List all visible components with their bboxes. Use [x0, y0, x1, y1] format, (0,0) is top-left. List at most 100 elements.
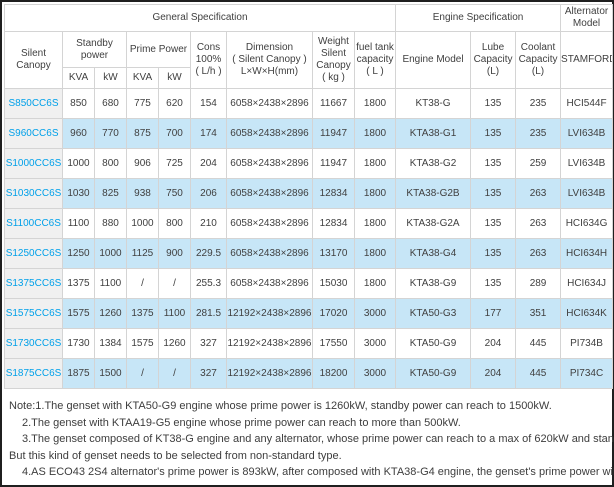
header-line: power: [80, 49, 109, 61]
fuel-cell: 1800: [353, 148, 397, 179]
header-line: capacity: [356, 54, 394, 65]
standby-kw-cell: 770: [94, 118, 127, 149]
standby-kva-cell: 1575: [62, 298, 95, 329]
header-line: 100%: [195, 54, 222, 65]
note-line-1: Note:1.The genset with KTA50-G9 engine w…: [9, 400, 552, 412]
section-alternator-model: Alternator Model: [560, 4, 614, 32]
header-line: Weight: [318, 36, 349, 47]
prime-kw-cell: 900: [158, 238, 191, 269]
prime-kw-cell: 700: [158, 118, 191, 149]
weight-cell: 11947: [312, 148, 355, 179]
engine-cell: KTA38-G4: [395, 238, 472, 269]
header-line: Dimension: [245, 42, 294, 53]
engine-cell: KTA38-G2: [395, 148, 472, 179]
fuel-cell: 1800: [353, 208, 397, 239]
standby-kva-cell: 960: [62, 118, 95, 149]
standby-kva-cell: 1730: [62, 328, 95, 359]
table-row: S1730CC6S 1730 1384 1575 1260 327 12192×2438×2…: [4, 328, 614, 359]
prime-kw-cell: /: [158, 358, 191, 389]
prime-kw-cell: /: [158, 268, 191, 299]
header-cons: Cons 100% ( L/h ): [190, 31, 227, 89]
table-row: S1250CC6S 1250 1000 1125 900 229.5 6058×2438×2…: [4, 238, 614, 269]
coolant-cell: 235: [515, 88, 562, 119]
header-line: ( L/h ): [195, 66, 222, 77]
cons-cell: 281.5: [190, 298, 227, 329]
standby-kva-cell: 850: [62, 88, 95, 119]
model-cell: S850CC6S: [4, 88, 63, 119]
header-line: Canopy: [316, 60, 351, 71]
table-row: S1575CC6S 1575 1260 1375 1100 281.5 12192×2438…: [4, 298, 614, 329]
engine-cell: KTA50-G9: [395, 358, 472, 389]
coolant-cell: 263: [515, 178, 562, 209]
engine-cell: KTA38-G9: [395, 268, 472, 299]
header-line: Model: [572, 18, 601, 29]
standby-kw-cell: 880: [94, 208, 127, 239]
coolant-cell: 445: [515, 358, 562, 389]
header-standby-power: Standby power: [62, 31, 127, 68]
stamford-cell: HCI634G: [560, 208, 614, 239]
coolant-cell: 235: [515, 118, 562, 149]
prime-kw-cell: 800: [158, 208, 191, 239]
header-line: L×W×H(mm): [240, 66, 299, 77]
header-line: Capacity: [473, 54, 513, 65]
cons-cell: 255.3: [190, 268, 227, 299]
header-stamford: STAMFORD: [560, 31, 614, 89]
prime-kw-cell: 1260: [158, 328, 191, 359]
section-engine-specification: Engine Specification: [395, 4, 562, 32]
cons-cell: 174: [190, 118, 227, 149]
header-standby-kva: KVA: [62, 67, 95, 89]
standby-kw-cell: 825: [94, 178, 127, 209]
header-line: Capacity: [518, 54, 558, 65]
fuel-cell: 3000: [353, 358, 397, 389]
dimension-cell: 6058×2438×2896: [226, 88, 313, 119]
lube-cell: 135: [470, 178, 517, 209]
model-cell: S1575CC6S: [4, 298, 63, 329]
weight-cell: 12834: [312, 208, 355, 239]
weight-cell: 18200: [312, 358, 355, 389]
table-row: S960CC6S 960 770 875 700 174 6058×2438×2896 119…: [4, 118, 614, 149]
table-row: S1030CC6S 1030 825 938 750 206 6058×2438×2896 1…: [4, 178, 614, 209]
stamford-cell: PI734C: [560, 358, 614, 389]
dimension-cell: 12192×2438×2896: [226, 358, 313, 389]
cons-cell: 154: [190, 88, 227, 119]
model-cell: S1730CC6S: [4, 328, 63, 359]
table-body: S850CC6S 850 680 775 620 154 6058×2438×2896 116…: [4, 88, 614, 389]
standby-kva-cell: 1250: [62, 238, 95, 269]
header-coolant-capacity: Coolant Capacity (L): [515, 31, 562, 89]
coolant-cell: 289: [515, 268, 562, 299]
standby-kva-cell: 1100: [62, 208, 95, 239]
prime-kw-cell: 620: [158, 88, 191, 119]
cons-cell: 204: [190, 148, 227, 179]
spec-table: General Specification Engine Specificati…: [3, 4, 614, 389]
header-line: ( Silent Canopy ): [232, 54, 307, 65]
cons-cell: 327: [190, 358, 227, 389]
weight-cell: 17550: [312, 328, 355, 359]
table-row: S1875CC6S 1875 1500//327 12192×2438×2896 182…: [4, 358, 614, 389]
standby-kva-cell: 1875: [62, 358, 95, 389]
dimension-cell: 12192×2438×2896: [226, 298, 313, 329]
stamford-cell: PI734B: [560, 328, 614, 359]
standby-kw-cell: 1100: [94, 268, 127, 299]
header-standby-kw: kW: [94, 67, 127, 89]
prime-kva-cell: /: [126, 268, 159, 299]
weight-cell: 13170: [312, 238, 355, 269]
prime-kva-cell: 775: [126, 88, 159, 119]
lube-cell: 177: [470, 298, 517, 329]
coolant-cell: 263: [515, 208, 562, 239]
stamford-cell: LVI634B: [560, 118, 614, 149]
engine-cell: KTA38-G2A: [395, 208, 472, 239]
coolant-cell: 263: [515, 238, 562, 269]
note-line-5: 4.AS ECO43 2S4 alternator's prime power …: [22, 466, 614, 478]
standby-kva-cell: 1030: [62, 178, 95, 209]
engine-cell: KTA38-G1: [395, 118, 472, 149]
standby-kw-cell: 1260: [94, 298, 127, 329]
prime-kva-cell: 1575: [126, 328, 159, 359]
standby-kw-cell: 1384: [94, 328, 127, 359]
coolant-cell: 351: [515, 298, 562, 329]
stamford-cell: HCI634K: [560, 298, 614, 329]
standby-kw-cell: 800: [94, 148, 127, 179]
notes: Note:1.The genset with KTA50-G9 engine w…: [9, 398, 614, 481]
header-line: ( L ): [366, 66, 384, 77]
cons-cell: 327: [190, 328, 227, 359]
